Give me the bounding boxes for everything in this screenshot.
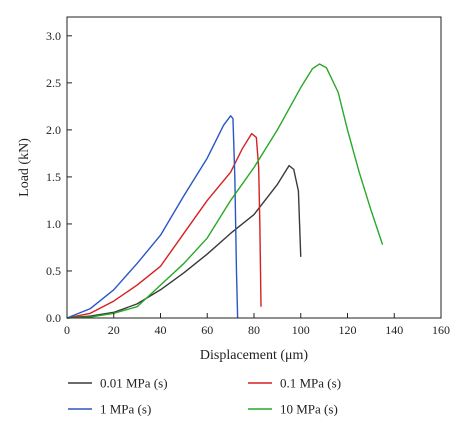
x-tick-label: 160 [432,323,450,337]
y-tick-label: 1.0 [46,217,61,231]
x-tick-label: 100 [292,323,310,337]
series-line-3 [66,63,384,319]
y-tick-label: 0.5 [46,264,61,278]
series-line-2 [66,115,239,319]
x-tick-label: 120 [339,323,357,337]
x-tick-label: 40 [155,323,167,337]
y-tick-label: 3.0 [46,29,61,43]
legend-label-3: 10 MPa (s) [280,402,338,417]
y-tick-label: 2.0 [46,123,61,137]
x-tick-label: 0 [64,323,70,337]
x-tick-label: 60 [201,323,213,337]
y-tick-label: 1.5 [46,170,61,184]
y-tick-label: 2.5 [46,76,61,90]
series-line-0 [66,164,302,319]
x-tick-label: 80 [248,323,260,337]
legend-label-0: 0.01 MPa (s) [100,376,168,391]
legend-label-1: 0.1 MPa (s) [280,376,341,391]
x-axis-title: Displacement (μm) [200,348,309,363]
y-tick-label: 0.0 [46,311,61,325]
legend-label-2: 1 MPa (s) [100,402,151,417]
y-axis-title: Load (kN) [17,138,32,197]
x-tick-label: 20 [108,323,120,337]
series-line-1 [66,132,262,319]
x-tick-label: 140 [385,323,403,337]
